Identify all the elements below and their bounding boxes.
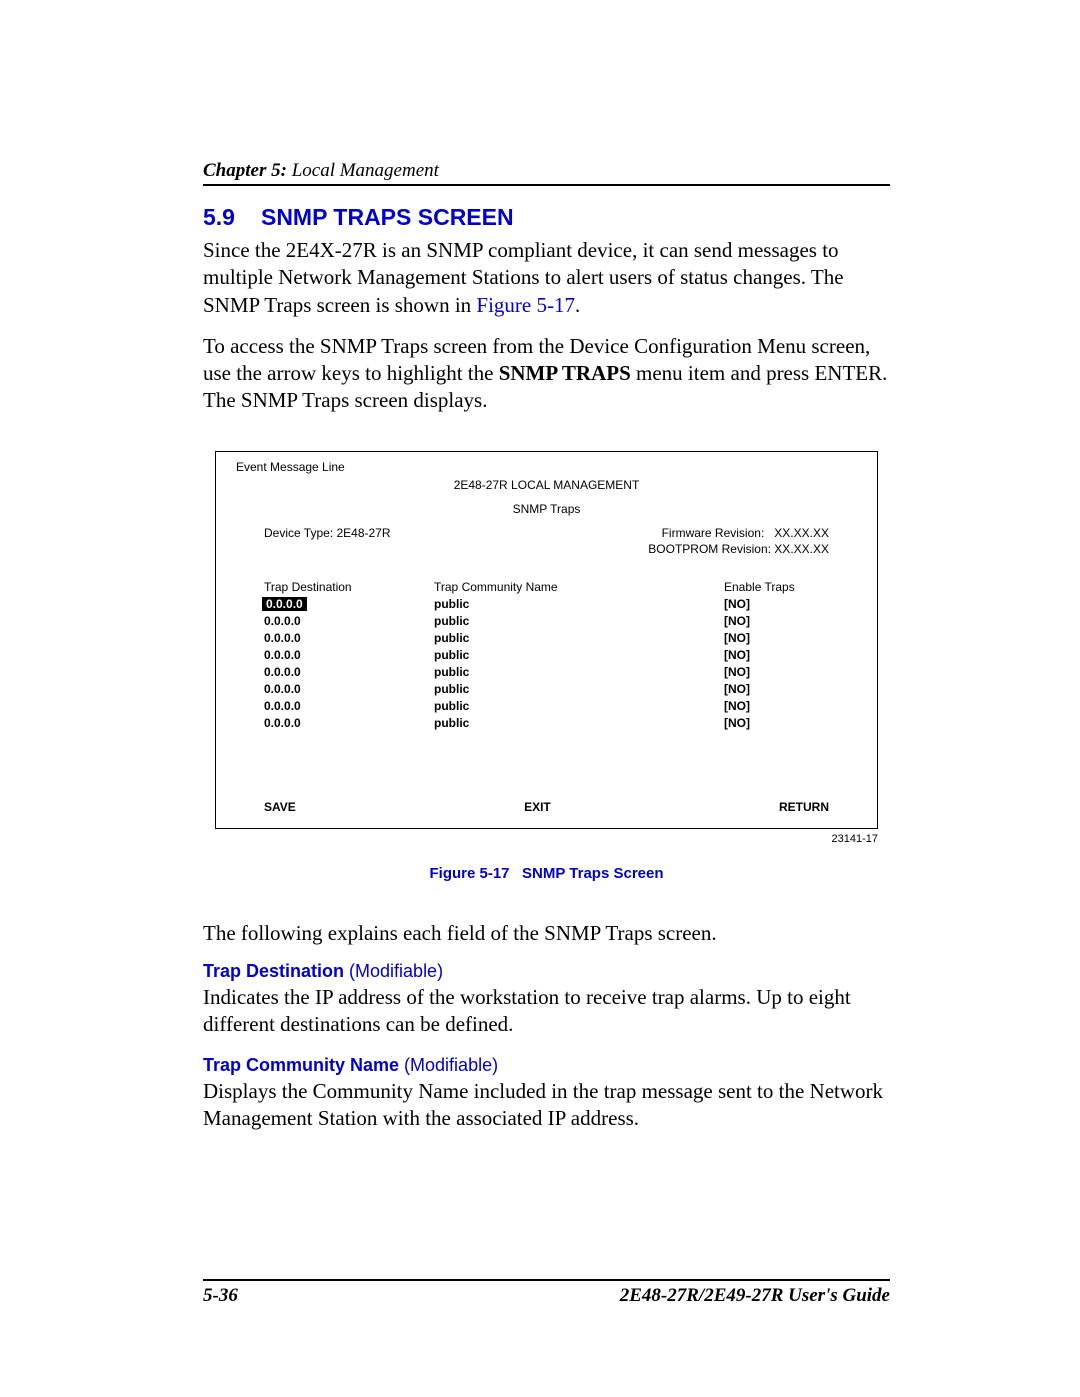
return-button[interactable]: RETURN <box>779 800 829 814</box>
traps-table: Trap Destination Trap Community Name Ena… <box>264 580 829 730</box>
field-trap-community-head: Trap Community Name (Modifiable) <box>203 1055 890 1076</box>
paragraph-1: Since the 2E4X-27R is an SNMP compliant … <box>203 237 890 319</box>
cell-destination[interactable]: 0.0.0.0 <box>264 699 434 713</box>
col-trap-destination: Trap Destination <box>264 580 434 594</box>
figure-caption: Figure 5-17 SNMP Traps Screen <box>203 865 890 882</box>
figure-caption-text: SNMP Traps Screen <box>522 865 663 882</box>
paragraph-3: The following explains each field of the… <box>203 920 890 947</box>
table-row: 0.0.0.0public[NO] <box>264 648 829 662</box>
management-subtitle: SNMP Traps <box>236 502 857 516</box>
cell-destination[interactable]: 0.0.0.0 <box>264 716 434 730</box>
field-trap-community-mod: (Modifiable) <box>399 1055 498 1075</box>
page-footer: 5-36 2E48-27R/2E49-27R User's Guide <box>203 1279 890 1307</box>
cell-enable[interactable]: [NO] <box>634 682 829 696</box>
event-message-line: Event Message Line <box>236 460 857 474</box>
figure-caption-num: Figure 5-17 <box>430 865 510 882</box>
cell-enable[interactable]: [NO] <box>634 665 829 679</box>
cell-destination[interactable]: 0.0.0.0 <box>264 614 434 628</box>
terminal-figure: Event Message Line 2E48-27R LOCAL MANAGE… <box>203 451 890 845</box>
cell-enable[interactable]: [NO] <box>634 648 829 662</box>
table-row: 0.0.0.0public[NO] <box>264 682 829 696</box>
field-trap-destination-mod: (Modifiable) <box>344 961 443 981</box>
paragraph-1b: . <box>575 293 580 317</box>
chapter-number: Chapter 5: <box>203 160 287 181</box>
cell-destination[interactable]: 0.0.0.0 <box>264 648 434 662</box>
field-trap-destination-head: Trap Destination (Modifiable) <box>203 961 890 982</box>
cell-community[interactable]: public <box>434 631 634 645</box>
save-button[interactable]: SAVE <box>264 800 296 814</box>
cell-destination[interactable]: 0.0.0.0 <box>264 597 434 611</box>
cell-destination[interactable]: 0.0.0.0 <box>264 631 434 645</box>
field-trap-community-name: Trap Community Name <box>203 1055 399 1075</box>
section-number: 5.9 <box>203 204 235 231</box>
device-type-label: Device Type: 2E48-27R <box>264 526 391 540</box>
table-header-row: Trap Destination Trap Community Name Ena… <box>264 580 829 594</box>
table-row: 0.0.0.0public[NO] <box>264 614 829 628</box>
chapter-header: Chapter 5: Local Management <box>203 160 890 186</box>
col-trap-community: Trap Community Name <box>434 580 634 594</box>
bootprom-label: BOOTPROM Revision: XX.XX.XX <box>648 542 829 556</box>
firmware-label: Firmware Revision: <box>662 526 765 540</box>
table-row: 0.0.0.0public[NO] <box>264 665 829 679</box>
cell-community[interactable]: public <box>434 699 634 713</box>
bootprom-row: BOOTPROM Revision: XX.XX.XX <box>264 542 829 556</box>
figure-id: 23141-17 <box>203 833 878 845</box>
cell-enable[interactable]: [NO] <box>634 597 829 611</box>
cell-enable[interactable]: [NO] <box>634 716 829 730</box>
section-heading: 5.9 SNMP TRAPS SCREEN <box>203 204 890 231</box>
management-title: 2E48-27R LOCAL MANAGEMENT <box>236 478 857 492</box>
cell-community[interactable]: public <box>434 716 634 730</box>
cell-enable[interactable]: [NO] <box>634 631 829 645</box>
field-trap-destination-name: Trap Destination <box>203 961 344 981</box>
cell-enable[interactable]: [NO] <box>634 614 829 628</box>
figure-link[interactable]: Figure 5-17 <box>476 293 575 317</box>
table-row: 0.0.0.0public[NO] <box>264 597 829 611</box>
cell-destination[interactable]: 0.0.0.0 <box>264 665 434 679</box>
cell-community[interactable]: public <box>434 665 634 679</box>
terminal-screen: Event Message Line 2E48-27R LOCAL MANAGE… <box>215 451 878 829</box>
cell-community[interactable]: public <box>434 614 634 628</box>
paragraph-2-bold: SNMP TRAPS <box>499 361 631 385</box>
paragraph-2: To access the SNMP Traps screen from the… <box>203 333 890 415</box>
field-trap-destination-body: Indicates the IP address of the workstat… <box>203 984 890 1039</box>
firmware-value: XX.XX.XX <box>774 526 829 540</box>
screen-button-row: SAVE EXIT RETURN <box>264 800 829 814</box>
guide-title: 2E48-27R/2E49-27R User's Guide <box>620 1285 890 1307</box>
chapter-title: Local Management <box>287 160 439 181</box>
table-row: 0.0.0.0public[NO] <box>264 631 829 645</box>
cell-community[interactable]: public <box>434 597 634 611</box>
table-row: 0.0.0.0public[NO] <box>264 716 829 730</box>
page-number: 5-36 <box>203 1285 238 1307</box>
exit-button[interactable]: EXIT <box>524 800 551 814</box>
field-trap-community-body: Displays the Community Name included in … <box>203 1078 890 1133</box>
section-title: SNMP TRAPS SCREEN <box>261 204 514 230</box>
cell-community[interactable]: public <box>434 648 634 662</box>
device-info-row: Device Type: 2E48-27R Firmware Revision:… <box>264 526 829 540</box>
table-row: 0.0.0.0public[NO] <box>264 699 829 713</box>
cell-community[interactable]: public <box>434 682 634 696</box>
col-enable-traps: Enable Traps <box>634 580 829 594</box>
cell-enable[interactable]: [NO] <box>634 699 829 713</box>
cell-destination[interactable]: 0.0.0.0 <box>264 682 434 696</box>
